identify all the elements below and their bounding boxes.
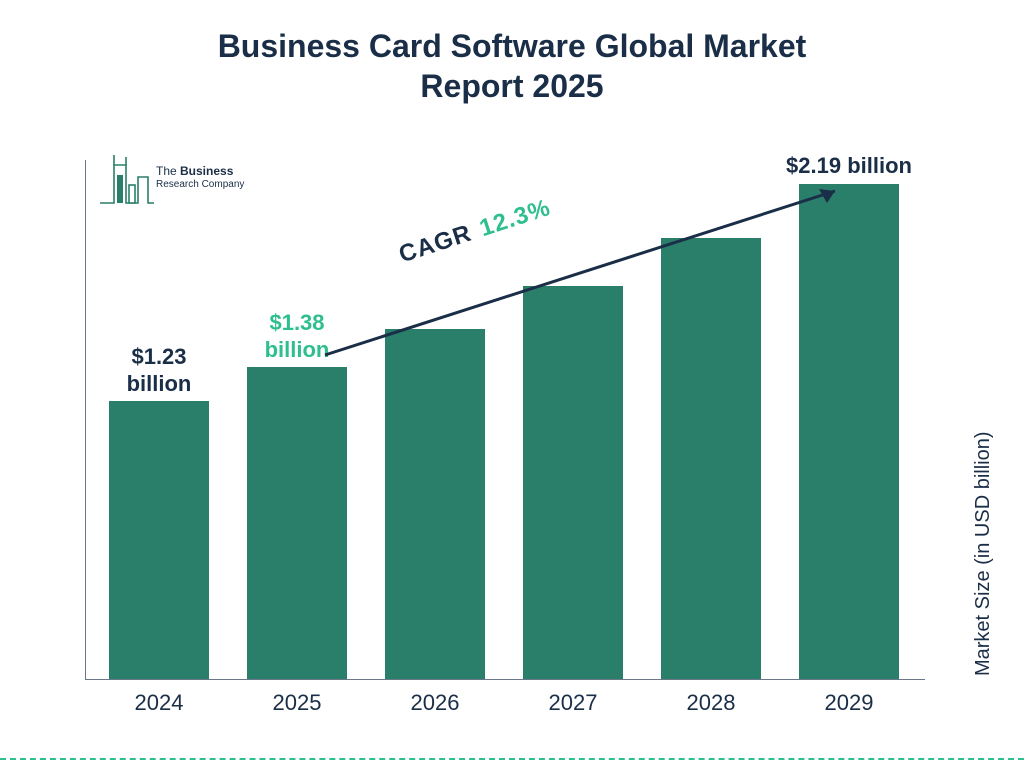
bars-container: 202420252026202720282029$1.23billion$1.3…	[85, 160, 925, 680]
bar-2024	[109, 401, 209, 679]
bar-2028	[661, 238, 761, 679]
x-label-2026: 2026	[411, 690, 460, 716]
bar-2029	[799, 184, 899, 679]
chart-title: Business Card Software Global Market Rep…	[0, 26, 1024, 106]
x-label-2027: 2027	[549, 690, 598, 716]
x-label-2024: 2024	[135, 690, 184, 716]
x-label-2029: 2029	[825, 690, 874, 716]
bar-2026	[385, 329, 485, 679]
x-label-2025: 2025	[273, 690, 322, 716]
footer-divider	[0, 758, 1024, 760]
bar-2025	[247, 367, 347, 679]
chart-title-line2: Report 2025	[0, 66, 1024, 106]
y-axis-title: Market Size (in USD billion)	[973, 432, 996, 677]
value-label-2029: $2.19 billion	[759, 153, 939, 179]
value-label-2024: $1.23billion	[99, 344, 219, 397]
x-label-2028: 2028	[687, 690, 736, 716]
value-label-2025: $1.38billion	[237, 310, 357, 363]
bar-2027	[523, 286, 623, 679]
bar-chart: 202420252026202720282029$1.23billion$1.3…	[85, 160, 925, 680]
chart-title-line1: Business Card Software Global Market	[0, 26, 1024, 66]
